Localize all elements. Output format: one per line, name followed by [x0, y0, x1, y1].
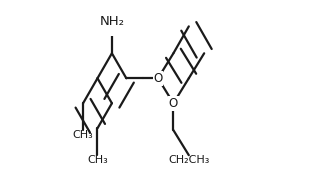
Text: CH₃: CH₃ [73, 130, 93, 140]
Text: O: O [153, 72, 163, 85]
Text: NH₂: NH₂ [100, 15, 124, 28]
FancyBboxPatch shape [153, 71, 163, 86]
Text: CH₂CH₃: CH₂CH₃ [168, 155, 210, 165]
FancyBboxPatch shape [103, 21, 121, 36]
Text: CH₃: CH₃ [87, 155, 108, 165]
Text: O: O [169, 97, 178, 110]
FancyBboxPatch shape [168, 96, 179, 111]
